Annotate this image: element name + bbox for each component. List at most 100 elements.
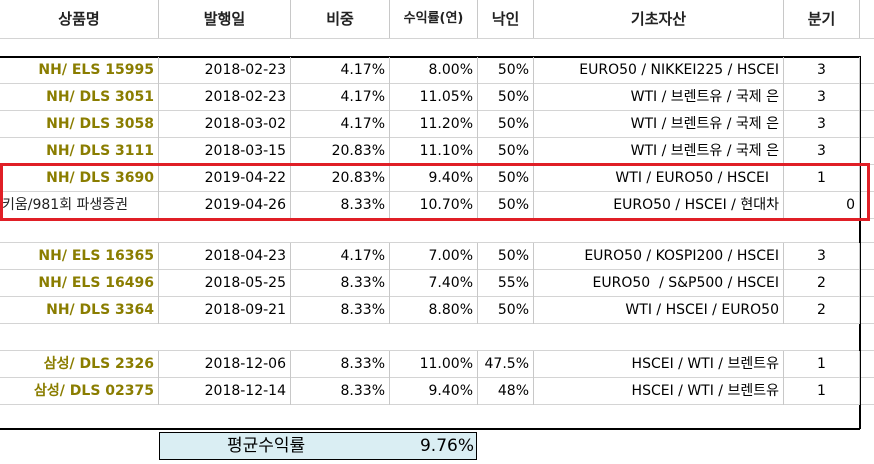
- quarter[interactable]: 0: [784, 192, 860, 219]
- yield[interactable]: 8.80%: [390, 297, 478, 324]
- yield[interactable]: 11.10%: [390, 138, 478, 165]
- underlying[interactable]: WTI / 브렌트유 / 국제 은: [534, 84, 784, 111]
- yield[interactable]: 7.00%: [390, 243, 478, 270]
- quarter[interactable]: 2: [784, 297, 860, 324]
- issue-date[interactable]: 2018-05-25: [159, 270, 291, 297]
- issue-date[interactable]: 2018-03-15: [159, 138, 291, 165]
- yield[interactable]: 8.00%: [390, 57, 478, 84]
- table-row[interactable]: 삼성/ DLS 2326 2018-12-06 8.33% 11.00% 47.…: [0, 351, 874, 378]
- header-yield[interactable]: 수익률(연): [390, 0, 478, 38]
- weight[interactable]: 8.33%: [291, 192, 390, 219]
- underlying[interactable]: WTI / 브렌트유 / 국제 은: [534, 138, 784, 165]
- knock-in[interactable]: 55%: [478, 270, 534, 297]
- underlying[interactable]: EURO50 / NIKKEI225 / HSCEI: [534, 57, 784, 84]
- yield[interactable]: 11.05%: [390, 84, 478, 111]
- knock-in[interactable]: 50%: [478, 192, 534, 219]
- product-name[interactable]: NH/ DLS 3690: [0, 165, 159, 192]
- issue-date[interactable]: 2018-09-21: [159, 297, 291, 324]
- underlying[interactable]: WTI / HSCEI / EURO50: [534, 297, 784, 324]
- weight[interactable]: 8.33%: [291, 270, 390, 297]
- issue-date[interactable]: 2018-04-23: [159, 243, 291, 270]
- weight[interactable]: 4.17%: [291, 84, 390, 111]
- underlying[interactable]: HSCEI / WTI / 브렌트유: [534, 378, 784, 405]
- product-name[interactable]: NH/ ELS 16496: [0, 270, 159, 297]
- issue-date[interactable]: 2019-04-26: [159, 192, 291, 219]
- product-name[interactable]: NH/ DLS 3051: [0, 84, 159, 111]
- knock-in[interactable]: 50%: [478, 138, 534, 165]
- product-name[interactable]: NH/ DLS 3058: [0, 111, 159, 138]
- underlying[interactable]: WTI / 브렌트유 / 국제 은: [534, 111, 784, 138]
- product-name[interactable]: NH/ DLS 3111: [0, 138, 159, 165]
- header-name[interactable]: 상품명: [0, 0, 159, 38]
- yield[interactable]: 9.40%: [390, 165, 478, 192]
- table-row[interactable]: NH/ ELS 16496 2018-05-25 8.33% 7.40% 55%…: [0, 270, 874, 297]
- underlying[interactable]: EURO50 / KOSPI200 / HSCEI: [534, 243, 784, 270]
- weight[interactable]: 4.17%: [291, 243, 390, 270]
- issue-date[interactable]: 2018-12-06: [159, 351, 291, 378]
- table-row[interactable]: NH/ DLS 3364 2018-09-21 8.33% 8.80% 50% …: [0, 297, 874, 324]
- knock-in[interactable]: 50%: [478, 165, 534, 192]
- issue-date[interactable]: 2019-04-22: [159, 165, 291, 192]
- product-name[interactable]: 키움/981회 파생증권: [0, 192, 159, 219]
- header-knock-in[interactable]: 낙인: [478, 0, 534, 38]
- table-row[interactable]: NH/ DLS 3111 2018-03-15 20.83% 11.10% 50…: [0, 138, 874, 165]
- quarter[interactable]: 1: [784, 165, 860, 192]
- weight[interactable]: 20.83%: [291, 138, 390, 165]
- issue-date[interactable]: 2018-02-23: [159, 57, 291, 84]
- knock-in[interactable]: 50%: [478, 297, 534, 324]
- quarter[interactable]: 1: [784, 351, 860, 378]
- knock-in[interactable]: 50%: [478, 84, 534, 111]
- header-issue-date[interactable]: 발행일: [159, 0, 291, 38]
- yield[interactable]: 9.40%: [390, 378, 478, 405]
- quarter[interactable]: 1: [784, 378, 860, 405]
- table-border-top: [0, 56, 860, 58]
- knock-in[interactable]: 47.5%: [478, 351, 534, 378]
- weight[interactable]: 4.17%: [291, 57, 390, 84]
- underlying[interactable]: WTI / EURO50 / HSCEI: [534, 165, 784, 192]
- yield[interactable]: 11.20%: [390, 111, 478, 138]
- quarter[interactable]: 3: [784, 57, 860, 84]
- grid-line: [0, 242, 874, 243]
- underlying[interactable]: EURO50 / HSCEI / 현대차: [534, 192, 784, 219]
- weight[interactable]: 4.17%: [291, 111, 390, 138]
- header-weight[interactable]: 비중: [291, 0, 390, 38]
- knock-in[interactable]: 48%: [478, 378, 534, 405]
- product-name[interactable]: NH/ ELS 15995: [0, 57, 159, 84]
- product-name[interactable]: NH/ ELS 16365: [0, 243, 159, 270]
- yield[interactable]: 11.00%: [390, 351, 478, 378]
- knock-in[interactable]: 50%: [478, 57, 534, 84]
- table-row[interactable]: NH/ ELS 15995 2018-02-23 4.17% 8.00% 50%…: [0, 57, 874, 84]
- product-name[interactable]: 삼성/ DLS 02375: [0, 378, 159, 405]
- table-row[interactable]: NH/ DLS 3058 2018-03-02 4.17% 11.20% 50%…: [0, 111, 874, 138]
- yield[interactable]: 10.70%: [390, 192, 478, 219]
- weight[interactable]: 20.83%: [291, 165, 390, 192]
- table-border-bottom: [0, 428, 860, 430]
- underlying[interactable]: HSCEI / WTI / 브렌트유: [534, 351, 784, 378]
- knock-in[interactable]: 50%: [478, 111, 534, 138]
- table-row[interactable]: NH/ DLS 3690 2019-04-22 20.83% 9.40% 50%…: [0, 165, 874, 192]
- yield[interactable]: 7.40%: [390, 270, 478, 297]
- weight[interactable]: 8.33%: [291, 351, 390, 378]
- quarter[interactable]: 3: [784, 84, 860, 111]
- table-row[interactable]: 키움/981회 파생증권 2019-04-26 8.33% 10.70% 50%…: [0, 192, 874, 219]
- underlying[interactable]: EURO50 / S&P500 / HSCEI: [534, 270, 784, 297]
- header-underlying[interactable]: 기초자산: [534, 0, 784, 38]
- average-yield-value[interactable]: 9.76%: [419, 436, 474, 456]
- weight[interactable]: 8.33%: [291, 297, 390, 324]
- header-quarter[interactable]: 분기: [784, 0, 860, 38]
- table-row[interactable]: NH/ DLS 3051 2018-02-23 4.17% 11.05% 50%…: [0, 84, 874, 111]
- product-name[interactable]: 삼성/ DLS 2326: [0, 351, 159, 378]
- issue-date[interactable]: 2018-02-23: [159, 84, 291, 111]
- quarter[interactable]: 3: [784, 111, 860, 138]
- issue-date[interactable]: 2018-03-02: [159, 111, 291, 138]
- weight[interactable]: 8.33%: [291, 378, 390, 405]
- table-row[interactable]: NH/ ELS 16365 2018-04-23 4.17% 7.00% 50%…: [0, 243, 874, 270]
- average-yield-box[interactable]: [159, 432, 477, 460]
- quarter[interactable]: 2: [784, 270, 860, 297]
- table-row[interactable]: 삼성/ DLS 02375 2018-12-14 8.33% 9.40% 48%…: [0, 378, 874, 405]
- issue-date[interactable]: 2018-12-14: [159, 378, 291, 405]
- product-name[interactable]: NH/ DLS 3364: [0, 297, 159, 324]
- quarter[interactable]: 3: [784, 243, 860, 270]
- knock-in[interactable]: 50%: [478, 243, 534, 270]
- quarter[interactable]: 3: [784, 138, 860, 165]
